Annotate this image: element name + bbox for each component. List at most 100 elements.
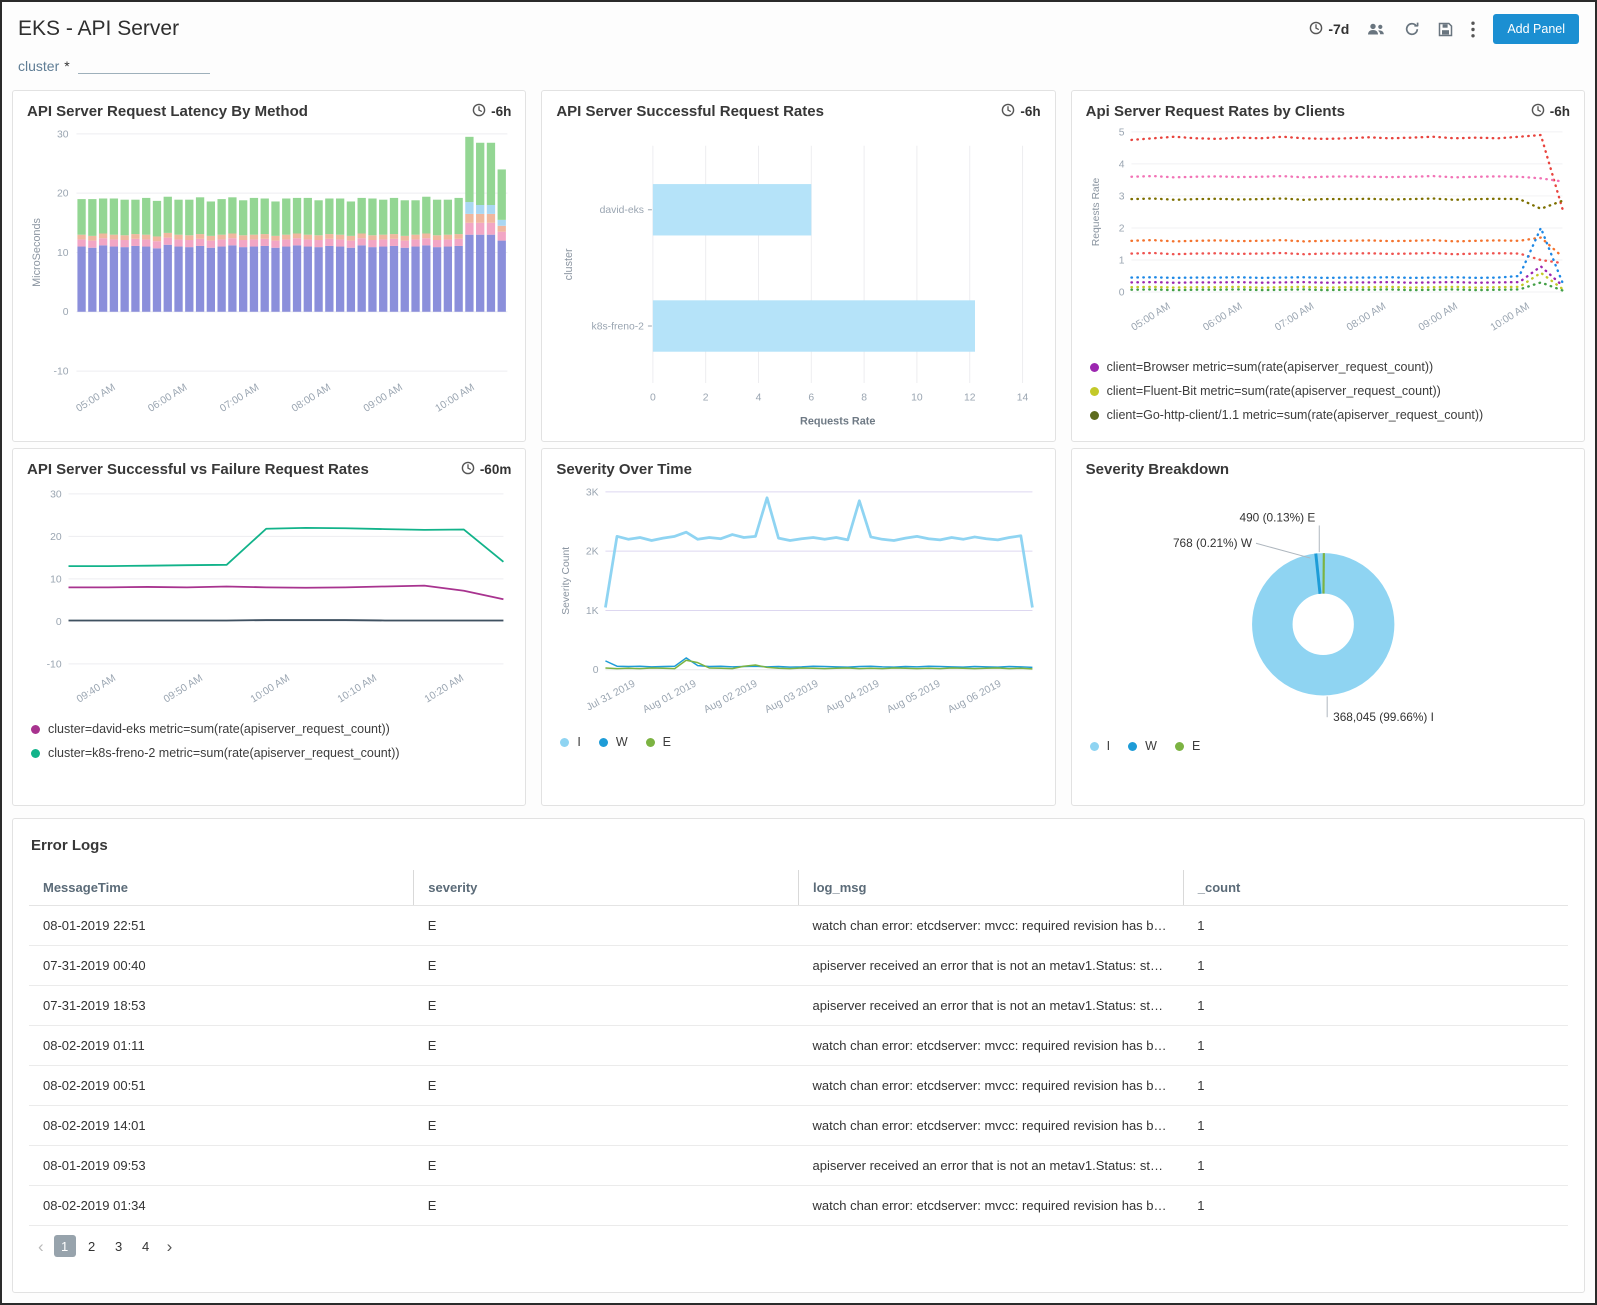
header-actions: -7d Add Panel <box>1309 14 1579 44</box>
pagination-page-2[interactable]: 2 <box>88 1238 96 1254</box>
log-cell: 1 <box>1183 905 1568 946</box>
success-rates-chart[interactable]: 0 2 4 6 8 10 12 14 david-eks k8s-freno-2 Requests … <box>556 122 1040 428</box>
legend-item[interactable]: I <box>560 733 581 751</box>
column-header-messagetime[interactable]: MessageTime <box>29 870 414 906</box>
header: EKS - API Server -7d Add Panel <box>2 2 1595 50</box>
legend-label: E <box>1191 739 1201 754</box>
svg-text:Requests Rate: Requests Rate <box>1091 177 1102 246</box>
svg-text:0: 0 <box>1118 287 1124 298</box>
panel-latency: API Server Request Latency By Method -6h… <box>12 90 527 442</box>
legend-dot <box>31 724 40 734</box>
table-header-row: MessageTime severity log_msg _count <box>29 870 1568 906</box>
log-cell: 08-01-2019 22:51 <box>29 905 414 946</box>
log-cell: E <box>413 905 799 946</box>
pagination-next[interactable]: › <box>166 1236 173 1256</box>
legend-item[interactable]: client=Go-http-client/1.1 metric=sum(rat… <box>1089 403 1566 427</box>
log-cell: watch chan error: etcdserver: mvcc: requ… <box>798 1025 1184 1066</box>
add-panel-button[interactable]: Add Panel <box>1493 14 1579 44</box>
log-cell: 08-02-2019 01:34 <box>29 1185 414 1226</box>
svg-text:08:00 AM: 08:00 AM <box>1345 301 1388 334</box>
column-header--count[interactable]: _count <box>1182 870 1568 906</box>
log-cell: E <box>413 1185 799 1226</box>
svg-text:david-eks: david-eks <box>600 205 644 216</box>
share-icon[interactable] <box>1367 22 1386 36</box>
legend-label: client=Browser metric=sum(rate(apiserver… <box>1106 360 1434 375</box>
save-icon[interactable] <box>1438 22 1453 37</box>
svf-chart[interactable]: 30 20 10 0 -10 09:40 AM 09:50 AM 10:00 AM 10:10 … <box>27 480 511 717</box>
column-header-log-msg[interactable]: log_msg <box>798 870 1184 906</box>
panel-title: API Server Request Latency By Method <box>27 103 308 120</box>
panel-time-range[interactable]: -6h <box>1001 103 1041 120</box>
pagination-page-4[interactable]: 4 <box>142 1238 150 1254</box>
legend-item[interactable]: client=Fluent-Bit metric=sum(rate(apiser… <box>1089 379 1566 403</box>
clients-chart[interactable]: 0 1 2 3 4 5 05:00 AM 06:00 AM 07:00 AM 08:00 AM 09… <box>1086 122 1570 355</box>
legend-item[interactable]: E <box>1174 737 1201 755</box>
panel-time-range[interactable]: -6h <box>1531 103 1570 120</box>
legend-item[interactable]: cluster=k8s-freno-2 metric=sum(rate(apis… <box>31 741 507 765</box>
svg-text:09:40 AM: 09:40 AM <box>75 673 118 706</box>
legend-item[interactable]: cluster=david-eks metric=sum(rate(apiser… <box>31 717 507 741</box>
legend-item[interactable]: I <box>1089 737 1110 755</box>
legend-item[interactable]: W <box>1128 737 1157 755</box>
svg-text:08:00 AM: 08:00 AM <box>290 382 333 415</box>
panel-time-label: -6h <box>1549 104 1570 119</box>
clock-icon <box>1309 21 1323 38</box>
log-cell: 07-31-2019 18:53 <box>29 985 414 1026</box>
page-title: EKS - API Server <box>18 17 180 40</box>
legend-item[interactable]: client=Browser metric=sum(rate(apiserver… <box>1089 355 1566 379</box>
log-cell: 1 <box>1183 945 1568 986</box>
log-cell: watch chan error: etcdserver: mvcc: requ… <box>798 1185 1184 1226</box>
legend-dot <box>1089 741 1099 751</box>
svg-text:06:00 AM: 06:00 AM <box>146 382 189 415</box>
refresh-icon[interactable] <box>1404 21 1420 37</box>
panel-time-label: -6h <box>1020 104 1041 119</box>
panel-severity-breakdown: Severity Breakdown 490 (0.13%) E 768 (0.2… <box>1070 448 1585 806</box>
svg-text:cluster: cluster <box>563 248 575 280</box>
log-cell: watch chan error: etcdserver: mvcc: requ… <box>798 1105 1184 1146</box>
pagination-page-3[interactable]: 3 <box>115 1238 123 1254</box>
legend-item[interactable]: W <box>598 733 628 751</box>
latency-chart[interactable]: 30 20 10 0 -10 05:00 AM 06:00 AM 07:00 AM 08:00 … <box>27 122 511 419</box>
log-cell: apiserver received an error that is not … <box>798 1145 1184 1186</box>
panel-time-range[interactable]: -60m <box>461 461 512 478</box>
severity-over-time-chart[interactable]: 3K 2K 1K 0 Jul 31 2019 Aug 01 2019 Aug 02 2019… <box>556 480 1040 729</box>
svg-text:Aug 01 2019: Aug 01 2019 <box>642 678 699 715</box>
svg-text:10: 10 <box>57 248 69 259</box>
svg-text:Aug 03 2019: Aug 03 2019 <box>764 678 821 715</box>
legend-dot <box>560 737 570 747</box>
clients-legend: client=Browser metric=sum(rate(apiserver… <box>1086 355 1570 427</box>
svg-text:-10: -10 <box>54 367 69 378</box>
log-cell: 08-02-2019 14:01 <box>29 1105 414 1146</box>
column-header-severity[interactable]: severity <box>413 870 799 906</box>
legend-dot <box>1089 362 1099 372</box>
svg-text:30: 30 <box>57 129 69 140</box>
svg-text:10:00 AM: 10:00 AM <box>434 382 477 415</box>
legend-dot <box>645 737 655 747</box>
svg-text:Aug 02 2019: Aug 02 2019 <box>703 678 760 715</box>
time-range-selector[interactable]: -7d <box>1309 21 1349 38</box>
svg-text:1: 1 <box>1118 255 1124 266</box>
svg-text:MicroSeconds: MicroSeconds <box>31 217 43 286</box>
more-options-icon[interactable] <box>1471 21 1476 38</box>
svg-text:10:10 AM: 10:10 AM <box>336 673 379 706</box>
cluster-filter-input[interactable] <box>77 56 210 74</box>
log-cell: 1 <box>1183 1105 1568 1146</box>
pagination-page-1[interactable]: 1 <box>53 1235 76 1257</box>
pagination-prev[interactable]: ‹ <box>38 1236 44 1256</box>
svg-text:1K: 1K <box>586 606 599 617</box>
legend-item[interactable]: E <box>645 733 671 751</box>
panel-time-range[interactable]: -6h <box>472 103 511 120</box>
panel-time-label: -60m <box>479 462 512 477</box>
severity-breakdown-chart[interactable]: 490 (0.13%) E 768 (0.21%) W 368,045 (99.66… <box>1086 480 1570 733</box>
svg-text:3K: 3K <box>586 487 599 498</box>
legend-dot <box>1128 741 1138 751</box>
